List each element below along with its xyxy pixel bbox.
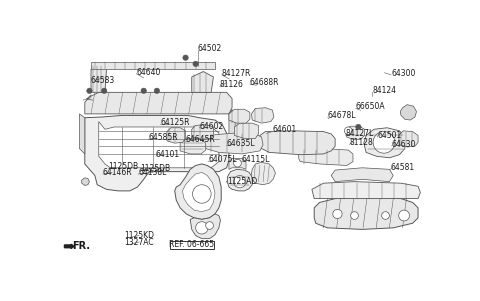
Circle shape [196,222,208,234]
Text: 64502: 64502 [198,44,222,53]
Polygon shape [192,125,214,139]
Circle shape [206,222,214,229]
Text: 64601: 64601 [272,126,296,135]
Polygon shape [82,178,89,185]
Polygon shape [192,72,214,92]
Text: 66650A: 66650A [356,102,385,111]
Polygon shape [229,110,235,143]
Text: 1125DB: 1125DB [108,162,139,171]
Text: 64630: 64630 [392,140,416,149]
Text: 64678L: 64678L [328,111,356,120]
Polygon shape [258,131,335,155]
Text: 84127R: 84127R [222,69,251,78]
Polygon shape [229,109,250,123]
Text: 84127L: 84127L [346,129,374,138]
Polygon shape [400,105,417,120]
FancyBboxPatch shape [170,241,214,249]
Circle shape [101,88,107,94]
Text: 64635L: 64635L [227,139,255,148]
Text: 1125KD: 1125KD [124,231,154,240]
Text: 64583: 64583 [91,76,115,85]
Polygon shape [190,214,220,239]
Polygon shape [85,92,232,114]
Circle shape [333,209,342,219]
Text: 64138L: 64138L [138,168,167,177]
Polygon shape [252,163,276,185]
Circle shape [234,175,246,188]
Text: 81128: 81128 [349,138,373,147]
Text: 64602: 64602 [200,122,224,131]
Polygon shape [91,64,107,92]
Polygon shape [229,159,246,169]
Circle shape [345,127,352,135]
Text: 81126: 81126 [220,80,244,89]
Text: 1327AC: 1327AC [124,238,154,247]
Polygon shape [91,61,215,69]
Circle shape [382,212,389,219]
Polygon shape [345,126,365,139]
Polygon shape [331,168,393,182]
Circle shape [192,185,211,203]
Circle shape [350,212,359,219]
Text: 1125DB: 1125DB [140,164,170,173]
Circle shape [356,124,361,130]
Text: 64501: 64501 [377,131,402,140]
Polygon shape [364,128,405,158]
Circle shape [154,88,159,94]
Circle shape [373,132,395,153]
Polygon shape [202,133,263,154]
Text: 64581: 64581 [390,163,414,172]
Polygon shape [167,128,186,143]
Text: 64585R: 64585R [148,133,178,142]
Polygon shape [312,182,420,199]
Circle shape [193,61,198,67]
Text: REF. 06-665: REF. 06-665 [169,240,215,250]
Polygon shape [182,172,215,212]
Polygon shape [314,197,418,229]
Circle shape [87,88,92,94]
Polygon shape [180,138,206,154]
Text: 64640: 64640 [136,67,161,76]
Text: 64146R: 64146R [103,168,132,177]
Text: 64300: 64300 [391,69,416,78]
Polygon shape [175,164,221,219]
Polygon shape [299,148,353,166]
Text: 1125AD: 1125AD [228,177,258,186]
Text: 64075L: 64075L [208,155,237,164]
Polygon shape [79,114,85,154]
Text: 64115L: 64115L [241,155,270,164]
Circle shape [183,55,188,61]
Circle shape [399,210,409,221]
Text: 64125R: 64125R [160,118,190,127]
Polygon shape [252,108,274,123]
Text: 64101: 64101 [156,150,180,159]
Text: 84124: 84124 [372,86,396,95]
Polygon shape [85,115,229,191]
Polygon shape [99,122,219,168]
FancyArrow shape [64,244,74,248]
Circle shape [234,159,241,167]
Polygon shape [399,131,418,147]
Circle shape [141,88,146,94]
Text: FR.: FR. [72,241,90,251]
Text: 64688R: 64688R [250,78,279,87]
Polygon shape [228,169,252,191]
Polygon shape [234,123,258,138]
Text: 64645R: 64645R [185,135,215,144]
